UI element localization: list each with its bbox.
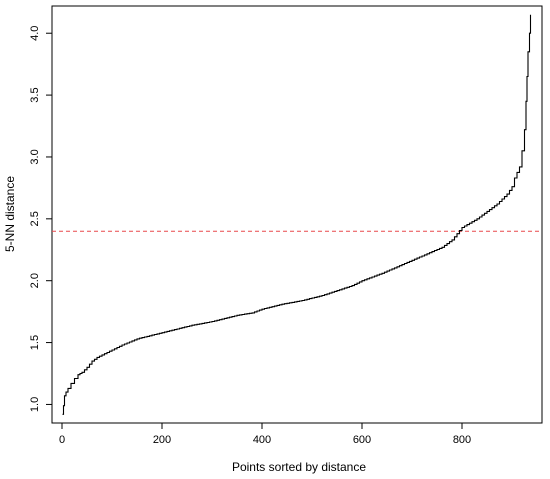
x-tick-label: 400 bbox=[253, 434, 271, 446]
y-tick-label: 2.5 bbox=[29, 211, 41, 226]
x-tick-label: 600 bbox=[353, 434, 371, 446]
x-axis: 0 200 400 600 800 bbox=[59, 423, 471, 446]
x-tick-label: 200 bbox=[153, 434, 171, 446]
series-group bbox=[62, 14, 532, 415]
y-tick-label: 3.5 bbox=[29, 87, 41, 102]
y-tick-label: 1.5 bbox=[29, 335, 41, 350]
y-axis: 1.0 1.5 2.0 2.5 3.0 3.5 4.0 bbox=[29, 26, 52, 412]
y-tick-label: 4.0 bbox=[29, 26, 41, 41]
x-tick-label: 0 bbox=[59, 434, 65, 446]
x-axis-title: Points sorted by distance bbox=[232, 460, 366, 474]
x-tick-label: 800 bbox=[453, 434, 471, 446]
y-axis-title: 5-NN distance bbox=[3, 176, 17, 252]
y-tick-label: 1.0 bbox=[29, 397, 41, 412]
knn-distance-line bbox=[62, 14, 532, 415]
plot-frame bbox=[51, 5, 543, 424]
y-tick-label: 3.0 bbox=[29, 149, 41, 164]
y-tick-label: 2.0 bbox=[29, 273, 41, 288]
